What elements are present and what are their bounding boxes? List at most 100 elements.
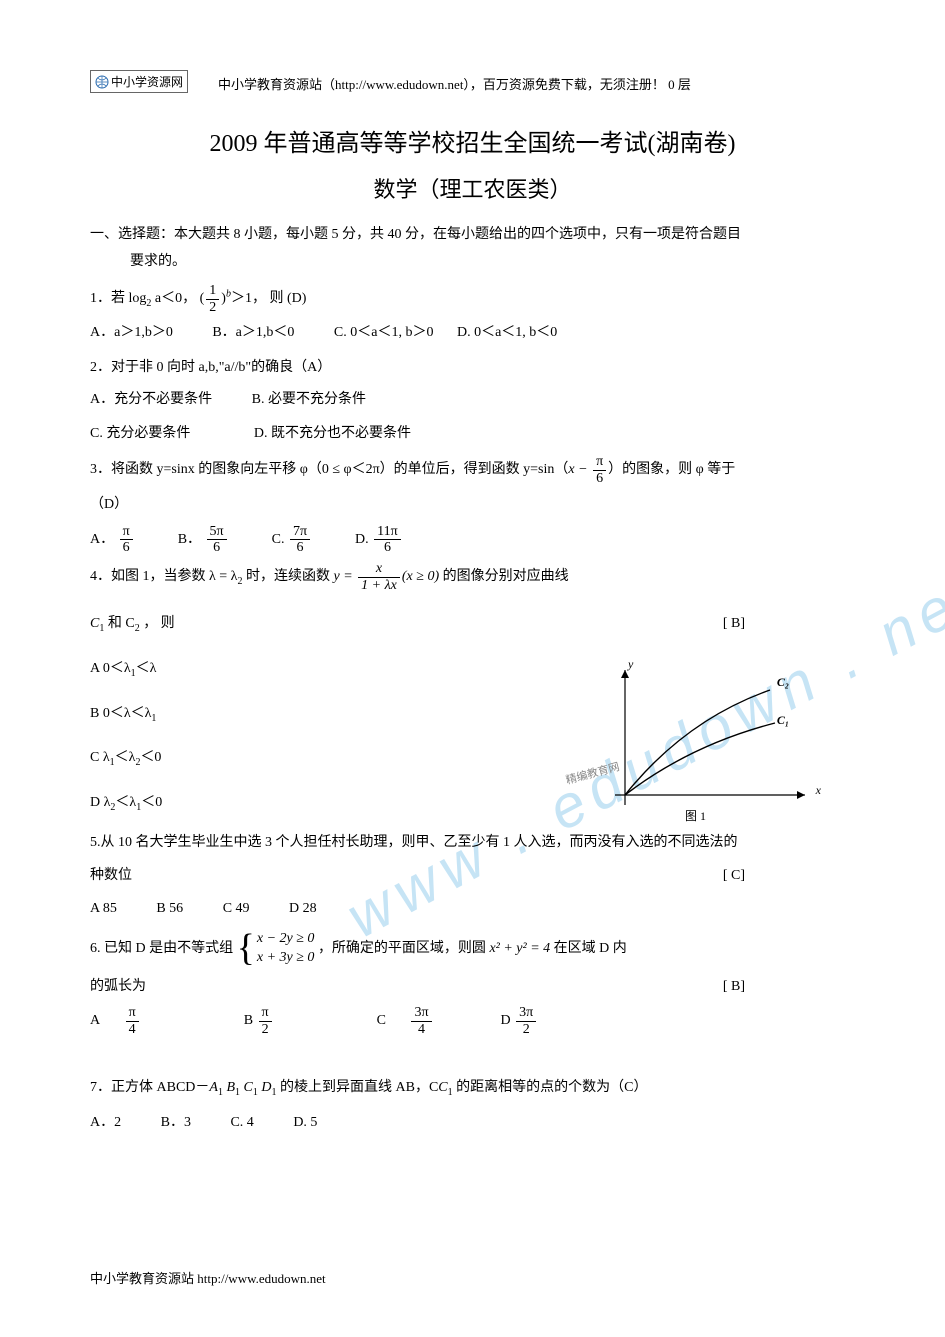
page-header: 中小学资源网 中小学教育资源站（http://www.edudown.net），… xyxy=(90,70,855,93)
footer-text: 中小学教育资源站 http://www.edudown.net xyxy=(90,1268,326,1287)
q6A-den: 4 xyxy=(126,1022,139,1037)
brace-icon: { xyxy=(237,931,255,965)
fig-y-label: y xyxy=(628,657,633,672)
q4-den: 1 + λx xyxy=(358,578,400,593)
q4-l2-post: ， 则 xyxy=(140,616,175,631)
q7-optB: B．3 xyxy=(161,1115,191,1130)
q4-post: 的图像分别对应曲线 xyxy=(439,569,569,584)
q3D-den: 6 xyxy=(374,540,401,555)
q3C-num: 7π xyxy=(290,524,310,540)
q3A-den: 6 xyxy=(120,540,133,555)
q4C-pre: C λ xyxy=(90,750,110,765)
q5-optC: C 49 xyxy=(223,901,250,916)
q5-optA: A 85 xyxy=(90,901,117,916)
q3D-num: 11π xyxy=(374,524,401,540)
q6-line2: 的弧长为 [ B] xyxy=(90,972,855,1001)
q4B-pre: B 0＜λ＜λ xyxy=(90,706,151,721)
fig-c1-label: C₁ xyxy=(777,713,789,728)
q6D-num: 3π xyxy=(516,1005,536,1021)
q7-s1: 1 xyxy=(218,1087,223,1098)
q3-num: π xyxy=(593,454,606,470)
q4C-post: ＜0 xyxy=(140,750,161,765)
q4-mid: 时，连续函数 xyxy=(242,569,333,584)
q3-l2: （D） xyxy=(90,497,128,512)
q1-num: 1 xyxy=(206,283,219,299)
q6-options: A π4 B π2 C 3π4 D 3π2 xyxy=(90,1005,855,1037)
q1-optB: B．a＞1,b＜0 xyxy=(212,325,294,340)
q6-sys1: x − 2y ≥ 0 xyxy=(257,929,315,949)
q1-optA: A．a＞1,b＞0 xyxy=(90,325,173,340)
q4-yeq: y = xyxy=(333,569,356,584)
question-7: 7．正方体 ABCD－A1 B1 C1 D1 的棱上到异面直线 AB，CC1 的… xyxy=(90,1073,855,1103)
q4D-pre: D λ xyxy=(90,795,110,810)
q5-options: A 85 B 56 C 49 D 28 xyxy=(90,895,855,923)
q6C-frac: 3π4 xyxy=(411,1005,431,1037)
q6B-frac: π2 xyxy=(259,1005,272,1037)
q4-frac: x1 + λx xyxy=(358,561,400,593)
q3-optB-frac: 5π6 xyxy=(207,524,227,556)
question-3: 3．将函数 y=sinx 的图象向左平移 φ（0 ≤ φ＜2π）的单位后，得到函… xyxy=(90,454,855,486)
logo-box: 中小学资源网 xyxy=(90,70,188,93)
q6-optD-label: D xyxy=(501,1014,511,1029)
q1-after: ＞1， 则 (D) xyxy=(231,291,306,306)
q4C-mid: ＜λ xyxy=(115,750,136,765)
q5-answer: [ C] xyxy=(723,861,745,890)
q2-stem: 2．对于非 0 向时 a,b,"a//b"的确良（A） xyxy=(90,360,331,375)
q7-post: 的距离相等的点的个数为（C） xyxy=(453,1080,648,1095)
q3-pre: 3．将函数 y=sinx 的图象向左平移 φ（0 ≤ φ＜2π）的单位后，得到函… xyxy=(90,462,568,477)
q2-options-row1: A．充分不必要条件 B. 必要不充分条件 xyxy=(90,386,855,414)
q3-frac: π6 xyxy=(593,454,606,486)
q3-optA-frac: π6 xyxy=(120,524,133,556)
q1-pre: 1．若 log xyxy=(90,291,146,306)
question-5: 5.从 10 名大学生毕业生中选 3 个人担任村长助理，则甲、乙至少有 1 人入… xyxy=(90,828,855,857)
q6D-frac: 3π2 xyxy=(516,1005,536,1037)
q7-pre: 7．正方体 ABCD－ xyxy=(90,1080,209,1095)
q6B-den: 2 xyxy=(259,1022,272,1037)
q2-optB: B. 必要不充分条件 xyxy=(252,392,366,407)
q1-optC: C. 0＜a＜1, b＞0 xyxy=(334,325,434,340)
q4D-post: ＜0 xyxy=(141,795,162,810)
q6C-den: 4 xyxy=(411,1022,431,1037)
q3-den: 6 xyxy=(593,471,606,486)
q7-mid: 的棱上到异面直线 AB，C xyxy=(277,1080,439,1095)
section-line2: 要求的。 xyxy=(90,249,855,276)
q5-line2: 种数位 [ C] xyxy=(90,861,855,890)
q5-optD: D 28 xyxy=(289,901,317,916)
q6D-den: 2 xyxy=(516,1022,536,1037)
q6-system: { x − 2y ≥ 0 x + 3y ≥ 0 xyxy=(237,929,315,968)
q4A-post: ＜λ xyxy=(136,661,157,676)
q3-optC-label: C. xyxy=(272,532,285,547)
q4-answer: [ B] xyxy=(723,609,745,638)
logo-text: 中小学资源网 xyxy=(111,73,183,90)
q3B-num: 5π xyxy=(207,524,227,540)
section-line1: 一、选择题：本大题共 8 小题，每小题 5 分，共 40 分，在每小题给出的四个… xyxy=(90,222,855,249)
question-2: 2．对于非 0 向时 a,b,"a//b"的确良（A） xyxy=(90,353,855,382)
title-sub: 数学（理工农医类） xyxy=(90,172,855,204)
section-heading: 一、选择题：本大题共 8 小题，每小题 5 分，共 40 分，在每小题给出的四个… xyxy=(90,222,855,275)
q7-s2: 1 xyxy=(235,1087,240,1098)
q4-figure: y x C₂ C₁ 图 1 精编教育网 xyxy=(595,655,825,825)
question-1: 1．若 log2 a＜0， (12)b＞1， 则 (D) xyxy=(90,283,855,315)
q3-optD-label: D. xyxy=(355,532,369,547)
q4-num: x xyxy=(358,561,400,577)
q2-optC: C. 充分必要条件 xyxy=(90,426,190,441)
q3-optB-label: B． xyxy=(178,532,201,547)
q6-post: 在区域 D 内 xyxy=(554,941,627,956)
q5-l2: 种数位 xyxy=(90,868,132,883)
header-text: 中小学教育资源站（http://www.edudown.net），百万资源免费下… xyxy=(218,74,691,93)
q3-mid: x − xyxy=(568,462,591,477)
q2-options-row2: C. 充分必要条件 D. 既不充分也不必要条件 xyxy=(90,420,855,448)
q1-options: A．a＞1,b＞0 B．a＞1,b＜0 C. 0＜a＜1, b＞0 D. 0＜a… xyxy=(90,319,855,347)
q6-mid: ，所确定的平面区域，则圆 xyxy=(318,941,490,956)
q5-optB: B 56 xyxy=(156,901,183,916)
q6A-frac: π4 xyxy=(126,1005,139,1037)
q1-mid: a＜0， ( xyxy=(151,291,204,306)
q3-options: A． π6 B． 5π6 C. 7π6 D. 11π6 xyxy=(90,524,855,556)
q3-optD-frac: 11π6 xyxy=(374,524,401,556)
q7-optA: A．2 xyxy=(90,1115,121,1130)
q4-l2-mid: 和 C xyxy=(104,616,134,631)
q1-den: 2 xyxy=(206,300,219,315)
q4B-sub: 1 xyxy=(151,712,156,723)
q6-pre: 6. 已知 D 是由不等式组 xyxy=(90,941,233,956)
q6A-num: π xyxy=(126,1005,139,1021)
